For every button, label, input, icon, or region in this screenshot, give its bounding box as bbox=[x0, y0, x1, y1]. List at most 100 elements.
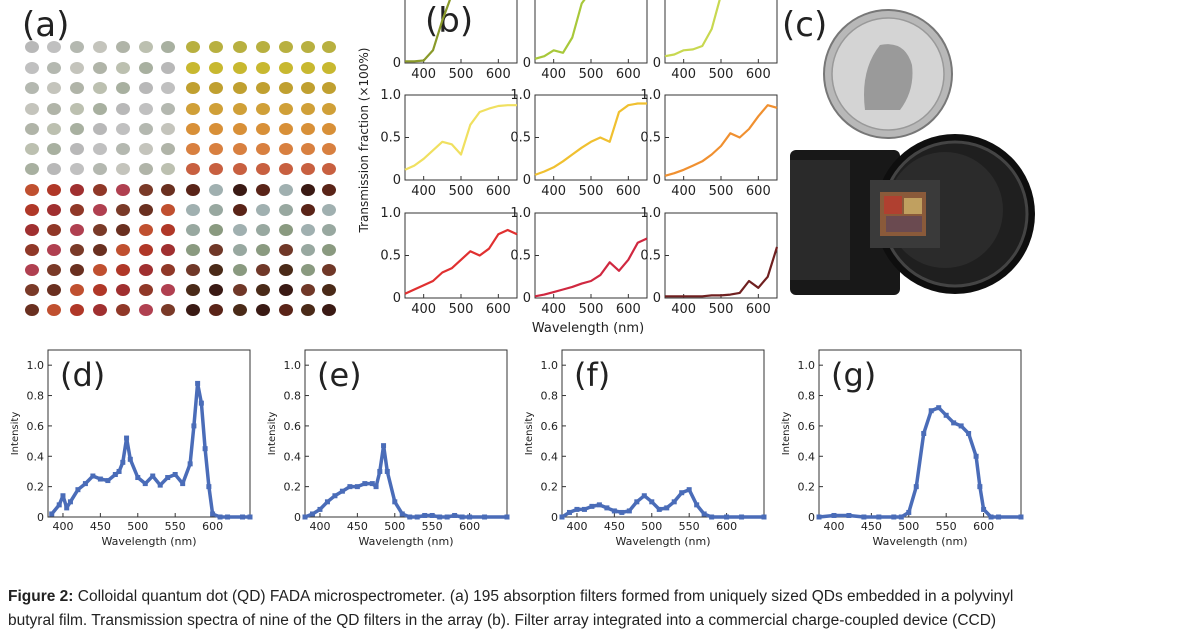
data-point bbox=[354, 484, 360, 490]
filter-dot bbox=[233, 103, 247, 115]
data-line bbox=[664, 104, 778, 177]
filter-dot bbox=[186, 62, 200, 74]
data-point bbox=[60, 493, 66, 499]
caption-text: Colloidal quantum dot (QD) FADA microspe… bbox=[77, 588, 1014, 605]
y-tick-label: 0 bbox=[653, 56, 661, 71]
y-tick-label: 0 bbox=[551, 511, 558, 524]
x-axis-label: Wavelength (nm) bbox=[532, 321, 644, 336]
x-tick-label: 600 bbox=[486, 67, 511, 82]
filter-dot bbox=[25, 264, 39, 276]
x-tick-label: 600 bbox=[973, 520, 994, 533]
filter-dot bbox=[161, 103, 175, 115]
data-point bbox=[309, 511, 315, 517]
x-tick-label: 550 bbox=[936, 520, 957, 533]
y-tick-label: 0 bbox=[393, 173, 401, 188]
filter-dot bbox=[161, 163, 175, 175]
filter-dot bbox=[161, 41, 175, 53]
data-point bbox=[240, 514, 246, 520]
data-point bbox=[686, 487, 692, 493]
x-tick-label: 400 bbox=[541, 302, 566, 317]
x-tick-label: 500 bbox=[449, 67, 474, 82]
data-point bbox=[112, 471, 118, 477]
caption-label: Figure 2: bbox=[8, 588, 74, 605]
filter-dot bbox=[25, 103, 39, 115]
filter-dot bbox=[322, 224, 336, 236]
y-axis-label: Transmission fraction (×100%) bbox=[357, 48, 371, 234]
data-point bbox=[724, 514, 730, 520]
filter-dot bbox=[70, 304, 84, 316]
data-point bbox=[217, 514, 223, 520]
data-point bbox=[75, 487, 81, 493]
data-point bbox=[671, 499, 677, 505]
filter-dot bbox=[47, 103, 61, 115]
plot-frame bbox=[664, 94, 778, 181]
photo-camera bbox=[790, 134, 1035, 295]
x-tick-label: 400 bbox=[411, 184, 436, 199]
x-tick-label: 500 bbox=[579, 302, 604, 317]
filter-dot bbox=[116, 224, 130, 236]
data-point bbox=[414, 514, 420, 520]
data-point bbox=[97, 476, 103, 482]
filter-dot bbox=[209, 62, 223, 74]
y-tick-label: 0 bbox=[523, 291, 531, 306]
data-line bbox=[818, 405, 1021, 519]
x-tick-label: 600 bbox=[746, 302, 771, 317]
filter-dot bbox=[161, 244, 175, 256]
x-tick-label: 400 bbox=[411, 302, 436, 317]
x-tick-label: 400 bbox=[671, 302, 696, 317]
data-point bbox=[951, 420, 957, 426]
y-tick-label: 0.5 bbox=[510, 249, 531, 264]
data-point bbox=[142, 481, 148, 487]
data-point bbox=[377, 468, 383, 474]
y-tick-label: 0.6 bbox=[541, 420, 559, 433]
panel-label: (g) bbox=[831, 356, 876, 394]
filter-dot bbox=[161, 224, 175, 236]
filter-dot bbox=[25, 304, 39, 316]
filter-dot bbox=[70, 163, 84, 175]
filter-dot bbox=[301, 204, 315, 216]
y-tick-label: 0.4 bbox=[541, 450, 559, 463]
filter-dot bbox=[301, 103, 315, 115]
filter-dot bbox=[233, 41, 247, 53]
x-tick-label: 400 bbox=[541, 184, 566, 199]
filter-dot bbox=[139, 103, 153, 115]
filter-dot bbox=[301, 244, 315, 256]
filter-dot bbox=[70, 264, 84, 276]
filter-dot bbox=[161, 82, 175, 94]
y-tick-label: 0 bbox=[523, 173, 531, 188]
filter-dot bbox=[322, 163, 336, 175]
filter-dot bbox=[233, 204, 247, 216]
filter-dot bbox=[186, 204, 200, 216]
data-point bbox=[906, 509, 912, 515]
y-tick-label: 0.2 bbox=[541, 481, 559, 494]
filter-dot bbox=[186, 82, 200, 94]
filter-dot bbox=[25, 82, 39, 94]
data-point bbox=[467, 514, 473, 520]
filter-dot bbox=[186, 163, 200, 175]
y-tick-label: 1.0 bbox=[27, 359, 45, 372]
data-point bbox=[611, 508, 617, 514]
filter-dot bbox=[279, 143, 293, 155]
filter-dot bbox=[279, 244, 293, 256]
x-tick-label: 500 bbox=[449, 302, 474, 317]
data-line bbox=[404, 104, 517, 171]
y-tick-label: 0.8 bbox=[798, 390, 816, 403]
y-tick-label: 0.4 bbox=[284, 450, 302, 463]
data-point bbox=[816, 514, 822, 520]
filter-dot bbox=[47, 62, 61, 74]
filter-dot bbox=[233, 264, 247, 276]
filter-dot bbox=[93, 184, 107, 196]
filter-dot bbox=[139, 204, 153, 216]
filter-dot bbox=[233, 163, 247, 175]
x-tick-label: 450 bbox=[90, 520, 111, 533]
x-tick-label: 600 bbox=[616, 184, 641, 199]
filter-dot bbox=[116, 204, 130, 216]
y-axis-label: Intensity bbox=[10, 412, 21, 456]
y-tick-label: 0 bbox=[808, 511, 815, 524]
x-tick-label: 400 bbox=[566, 520, 587, 533]
data-point bbox=[362, 481, 368, 487]
y-tick-label: 0.4 bbox=[798, 450, 816, 463]
y-axis-label: Intensity bbox=[267, 412, 278, 456]
x-tick-label: 550 bbox=[422, 520, 443, 533]
filter-dot bbox=[93, 304, 107, 316]
